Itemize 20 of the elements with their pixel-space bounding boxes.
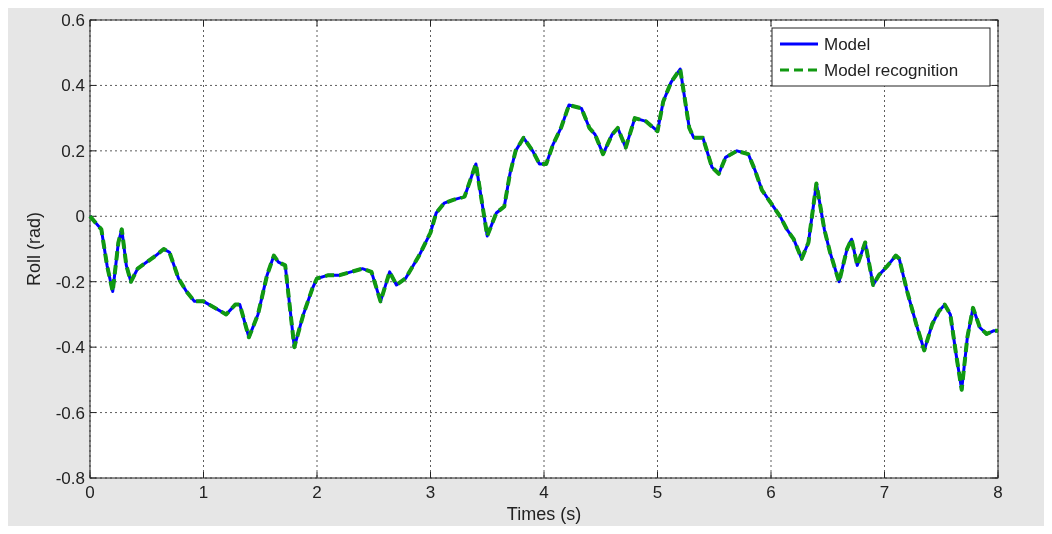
legend-label: Model recognition [824,61,959,80]
x-tick-label: 6 [766,483,776,502]
y-tick-label: 0.6 [61,11,85,30]
y-tick-label: 0.2 [61,141,85,161]
y-tick-label: 0 [75,207,85,227]
y-tick-label: -0.4 [55,338,85,358]
y-tick-label: -0.8 [55,469,85,488]
x-tick-label: 8 [993,483,1003,502]
x-tick-label: 7 [879,483,890,502]
x-tick-label: 1 [198,483,209,502]
y-tick-label: -0.2 [55,272,85,292]
y-tick-label: 0.4 [61,76,85,96]
x-axis-title: Times (s) [506,504,582,524]
y-tick-label: -0.6 [55,403,85,423]
x-tick-label: 3 [425,483,436,502]
x-tick-label: 4 [539,483,549,502]
x-tick-label: 2 [312,483,322,502]
x-tick-label: 5 [652,483,663,502]
legend-label: Model [824,35,871,54]
y-axis-title: Roll (rad) [24,211,44,287]
